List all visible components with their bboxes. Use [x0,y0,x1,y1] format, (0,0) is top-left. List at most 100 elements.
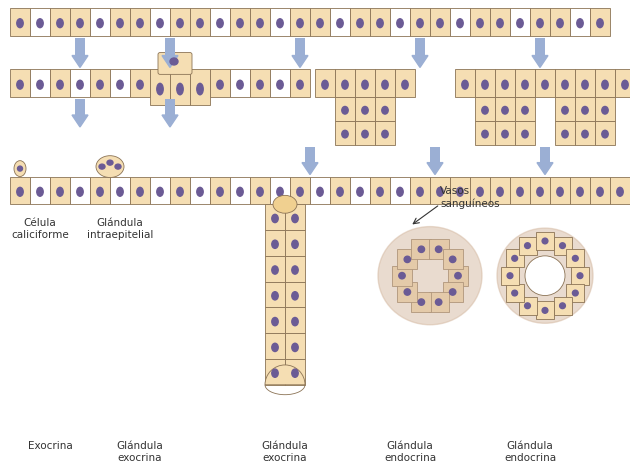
Bar [310,176,330,205]
Ellipse shape [617,187,623,196]
Bar [265,333,285,359]
Bar [50,8,70,36]
Ellipse shape [337,187,343,196]
Bar [475,97,495,121]
Ellipse shape [97,187,103,196]
Bar [30,176,50,205]
Ellipse shape [277,187,284,196]
Ellipse shape [157,187,163,196]
Bar [285,333,305,359]
Bar [355,97,375,121]
Text: Glándula
exocrina: Glándula exocrina [117,441,163,463]
Ellipse shape [117,80,123,89]
Bar [595,69,615,97]
Ellipse shape [597,187,603,196]
Bar [285,307,305,333]
Bar [571,267,589,285]
Bar [150,69,170,105]
Bar [335,121,355,145]
Ellipse shape [237,19,243,28]
Bar [470,176,490,205]
Ellipse shape [557,19,563,28]
Bar [90,8,110,36]
Ellipse shape [217,187,223,196]
Ellipse shape [272,292,278,300]
Ellipse shape [97,80,103,89]
Ellipse shape [573,256,578,261]
Ellipse shape [197,83,203,95]
Bar [518,297,537,314]
Bar [495,121,515,145]
Ellipse shape [342,106,348,114]
Ellipse shape [337,19,343,28]
Ellipse shape [292,240,298,249]
Bar [165,38,175,56]
Bar [190,69,210,105]
Ellipse shape [382,80,388,89]
Bar [443,282,462,302]
Ellipse shape [382,106,388,114]
Bar [265,282,285,307]
Ellipse shape [378,227,482,325]
Bar [575,97,595,121]
Bar [335,69,355,97]
Ellipse shape [17,187,23,196]
Ellipse shape [115,164,121,169]
Bar [410,176,430,205]
Bar [230,176,250,205]
Bar [490,176,510,205]
Ellipse shape [77,187,83,196]
Ellipse shape [542,80,548,89]
Ellipse shape [497,19,503,28]
Ellipse shape [602,106,608,114]
Ellipse shape [237,187,243,196]
Ellipse shape [377,187,383,196]
Bar [575,69,595,97]
Bar [150,8,170,36]
Ellipse shape [37,19,43,28]
Bar [250,176,270,205]
Ellipse shape [272,317,278,326]
Ellipse shape [137,187,143,196]
Bar [265,230,285,256]
Bar [165,99,175,115]
Ellipse shape [507,273,513,278]
Bar [190,8,210,36]
Polygon shape [532,56,548,67]
Ellipse shape [272,343,278,351]
Ellipse shape [170,58,178,65]
Ellipse shape [117,19,123,28]
Ellipse shape [562,130,568,138]
Bar [390,8,410,36]
Bar [448,266,468,285]
Bar [554,237,571,255]
Bar [270,69,290,97]
Bar [355,121,375,145]
Bar [350,8,370,36]
Ellipse shape [292,369,298,377]
Bar [575,121,595,145]
Bar [590,8,610,36]
Bar [595,121,615,145]
Bar [475,69,495,97]
Ellipse shape [157,83,163,95]
Bar [110,176,130,205]
Ellipse shape [517,187,523,196]
Ellipse shape [622,80,628,89]
Polygon shape [162,56,178,67]
Bar [395,69,415,97]
Ellipse shape [57,19,63,28]
Bar [495,69,515,97]
Ellipse shape [362,130,368,138]
Bar [555,69,575,97]
Ellipse shape [177,19,183,28]
Ellipse shape [177,83,183,95]
Bar [375,69,395,97]
Bar [375,97,395,121]
Polygon shape [72,115,88,127]
Ellipse shape [397,19,403,28]
Bar [501,267,519,285]
Ellipse shape [418,246,425,252]
Ellipse shape [117,187,123,196]
Bar [550,176,570,205]
